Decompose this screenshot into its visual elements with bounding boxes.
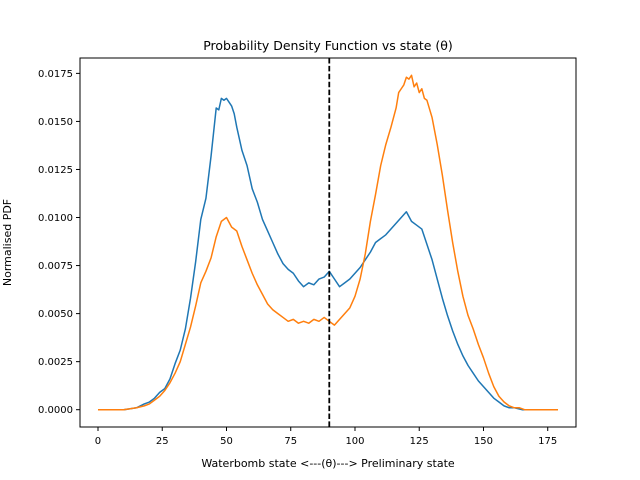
plot-background <box>80 58 576 427</box>
series-line-1 <box>97 97 559 411</box>
x-tick-label: 25 <box>156 436 169 447</box>
y-tick-label: 0.0100 <box>38 213 73 224</box>
plot-area <box>79 57 577 428</box>
x-axis-label: Waterbomb state <---(θ)---> Preliminary … <box>201 457 455 470</box>
y-tick-label: 0.0150 <box>38 117 73 128</box>
series-layer <box>97 74 559 411</box>
x-tick-label: 125 <box>410 436 429 447</box>
x-tick-label: 100 <box>345 436 364 447</box>
plot-frame <box>79 57 577 428</box>
x-tick-label: 150 <box>474 436 493 447</box>
series-line-2 <box>97 74 559 411</box>
y-axis: 0.0000 0.0025 0.0050 0.0075 0.0100 0.0125 0.01… <box>38 69 80 416</box>
y-tick-label: 0.0000 <box>38 405 73 416</box>
x-tick-label: 0 <box>95 436 101 447</box>
y-tick-label: 0.0075 <box>38 261 73 272</box>
x-tick-label: 75 <box>284 436 297 447</box>
x-axis: 0 25 50 75 100 125 150 175 <box>95 427 557 447</box>
x-tick-label: 50 <box>220 436 233 447</box>
chart-title: Probability Density Function vs state (θ… <box>203 38 453 53</box>
y-tick-label: 0.0025 <box>38 357 73 368</box>
y-axis-label: Normalised PDF <box>1 199 14 286</box>
y-tick-label: 0.0050 <box>38 309 73 320</box>
y-tick-label: 0.0175 <box>38 69 73 80</box>
x-tick-label: 175 <box>538 436 557 447</box>
y-tick-label: 0.0125 <box>38 165 73 176</box>
